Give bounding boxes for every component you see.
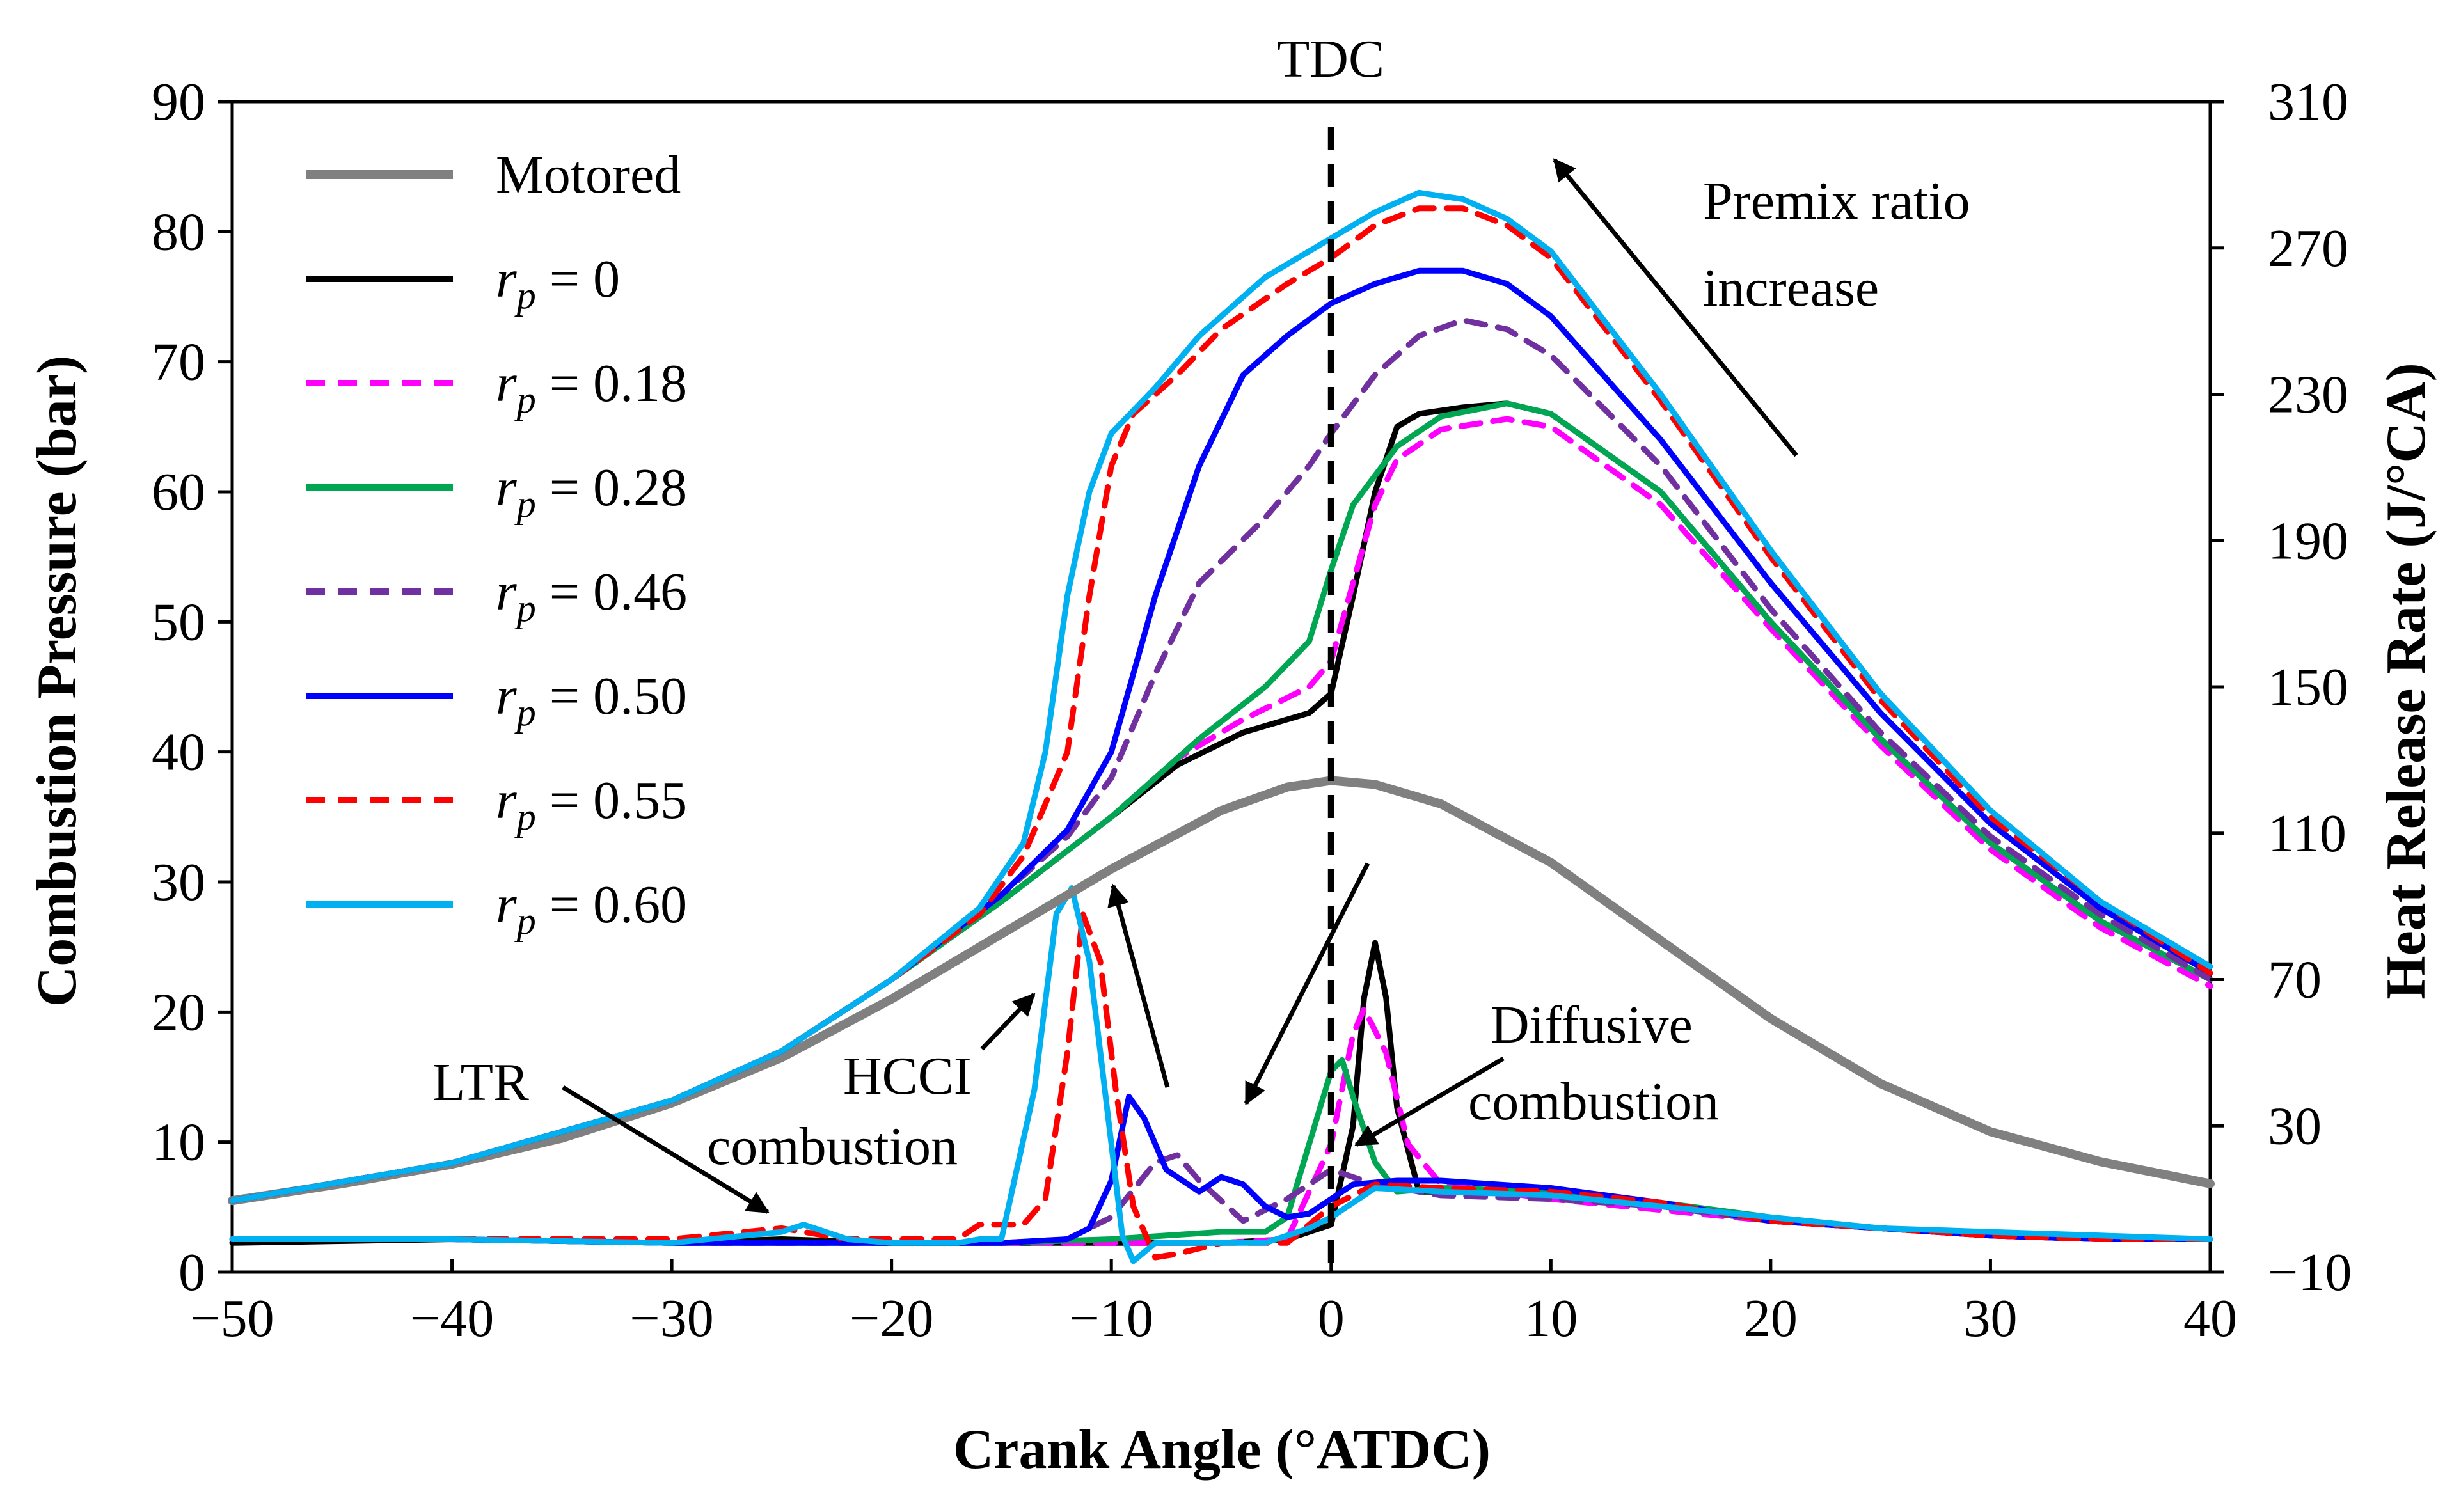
x-tick-label: −20 bbox=[850, 1289, 933, 1348]
y2-axis-title: Heat Release Rate (J/°CA) bbox=[2375, 363, 2437, 1000]
series-layer bbox=[228, 189, 2215, 1264]
y2-tick-label: 110 bbox=[2268, 804, 2346, 863]
y-tick-label: 20 bbox=[152, 982, 205, 1042]
y-tick-label: 80 bbox=[152, 202, 205, 262]
y-tick-label: 70 bbox=[152, 333, 205, 392]
x-tick-label: 0 bbox=[1318, 1289, 1345, 1348]
tdc-label: TDC bbox=[1277, 29, 1384, 89]
x-tick-label: 10 bbox=[1524, 1289, 1578, 1348]
y-tick-label: 60 bbox=[152, 462, 205, 522]
x-tick-label: 20 bbox=[1744, 1289, 1798, 1348]
annotation-diffusive-line2: combustion bbox=[1468, 1072, 1719, 1131]
arrow-hcci-up bbox=[1107, 883, 1170, 1088]
annotation-hcci-line1: HCCI bbox=[843, 1046, 972, 1106]
y2-tick-label: 190 bbox=[2268, 511, 2348, 571]
legend: Motored rp = 0 rp = 0.18 rp = 0.28 rp = 0.46… bbox=[306, 145, 687, 942]
legend-label-rp028: rp = 0.28 bbox=[496, 458, 687, 525]
y-axis-title: Combustion Pressure (bar) bbox=[26, 356, 88, 1007]
annotation-diffusive-line1: Diffusive bbox=[1491, 995, 1693, 1055]
pressure-rp060-line bbox=[229, 189, 2213, 1204]
x-tick-label: 30 bbox=[1963, 1289, 2017, 1348]
x-tick-label: −50 bbox=[190, 1289, 274, 1348]
y-axis-ticks: 0 10 20 30 40 50 60 70 80 90 bbox=[152, 72, 232, 1302]
legend-label-rp055: rp = 0.55 bbox=[496, 771, 687, 838]
x-tick-label: −30 bbox=[629, 1289, 713, 1348]
x-axis-ticks: −50 −40 −30 −20 −10 0 10 20 30 40 bbox=[190, 1259, 2237, 1348]
x-tick-label: −10 bbox=[1070, 1289, 1153, 1348]
annotation-premix-line2: increase bbox=[1703, 258, 1879, 318]
arrow-hcci-down bbox=[1244, 862, 1370, 1106]
y-tick-label: 0 bbox=[178, 1243, 205, 1302]
y2-tick-label: 150 bbox=[2268, 658, 2348, 717]
arrow-premix bbox=[1553, 158, 1798, 457]
annotation-hcci-line2: combustion bbox=[707, 1117, 958, 1176]
y2-tick-label: 30 bbox=[2268, 1096, 2322, 1156]
y2-tick-label: 270 bbox=[2268, 219, 2348, 278]
y-tick-label: 10 bbox=[152, 1113, 205, 1172]
pressure-motored-line bbox=[228, 776, 2215, 1206]
hrr-rp060-line bbox=[229, 885, 2213, 1264]
legend-label-rp046: rp = 0.46 bbox=[496, 562, 687, 629]
x-tick-label: 40 bbox=[2183, 1289, 2237, 1348]
y2-tick-label: 230 bbox=[2268, 365, 2348, 425]
y-tick-label: 50 bbox=[152, 592, 205, 652]
hrr-rp050-line bbox=[229, 1094, 2213, 1246]
legend-label-rp050: rp = 0.50 bbox=[496, 666, 687, 734]
legend-label-rp018: rp = 0.18 bbox=[496, 354, 687, 421]
arrow-ltr bbox=[562, 1085, 770, 1214]
legend-label-rp060: rp = 0.60 bbox=[496, 875, 687, 942]
legend-label-rp0: rp = 0 bbox=[496, 249, 620, 317]
x-tick-label: −40 bbox=[410, 1289, 494, 1348]
y-tick-label: 90 bbox=[152, 72, 205, 132]
arrow-hcci-small bbox=[980, 993, 1036, 1051]
hrr-rp018-line bbox=[229, 1005, 2213, 1246]
y2-tick-label: −10 bbox=[2268, 1243, 2352, 1302]
y-tick-label: 30 bbox=[152, 853, 205, 912]
annotation-ltr: LTR bbox=[432, 1053, 529, 1112]
annotation-premix-line1: Premix ratio bbox=[1703, 171, 1970, 231]
arrow-diffusive bbox=[1354, 1056, 1505, 1147]
y2-tick-label: 310 bbox=[2268, 72, 2348, 132]
y-tick-label: 40 bbox=[152, 723, 205, 782]
annotations: Premix ratio increase LTR HCCI combustio… bbox=[432, 158, 1970, 1214]
legend-label-motored: Motored bbox=[496, 145, 681, 205]
y2-axis-ticks: −10 30 70 110 150 190 230 270 310 bbox=[2210, 72, 2352, 1302]
x-axis-title: Crank Angle (°ATDC) bbox=[953, 1419, 1491, 1481]
y2-tick-label: 70 bbox=[2268, 950, 2322, 1010]
